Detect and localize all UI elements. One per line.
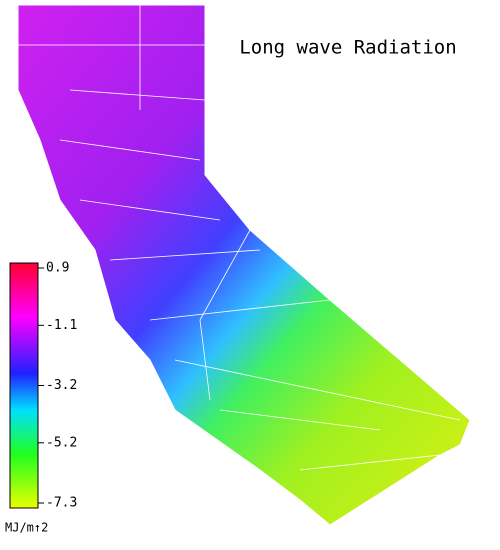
map-title: Long wave Radiation xyxy=(239,37,456,59)
colorbar-tick-label: -1.1 xyxy=(46,318,77,333)
colorbar-unit: MJ/m↑2 xyxy=(5,521,48,535)
county-lines xyxy=(18,5,461,471)
colorbar-tick-label: -7.3 xyxy=(46,496,77,511)
colorbar xyxy=(9,262,39,509)
colorbar-tick-label: 0.9 xyxy=(46,261,69,276)
state-outline xyxy=(17,4,471,526)
colorbar-tick-label: -5.2 xyxy=(46,435,77,450)
colorbar-tick-label: -3.2 xyxy=(46,378,77,393)
